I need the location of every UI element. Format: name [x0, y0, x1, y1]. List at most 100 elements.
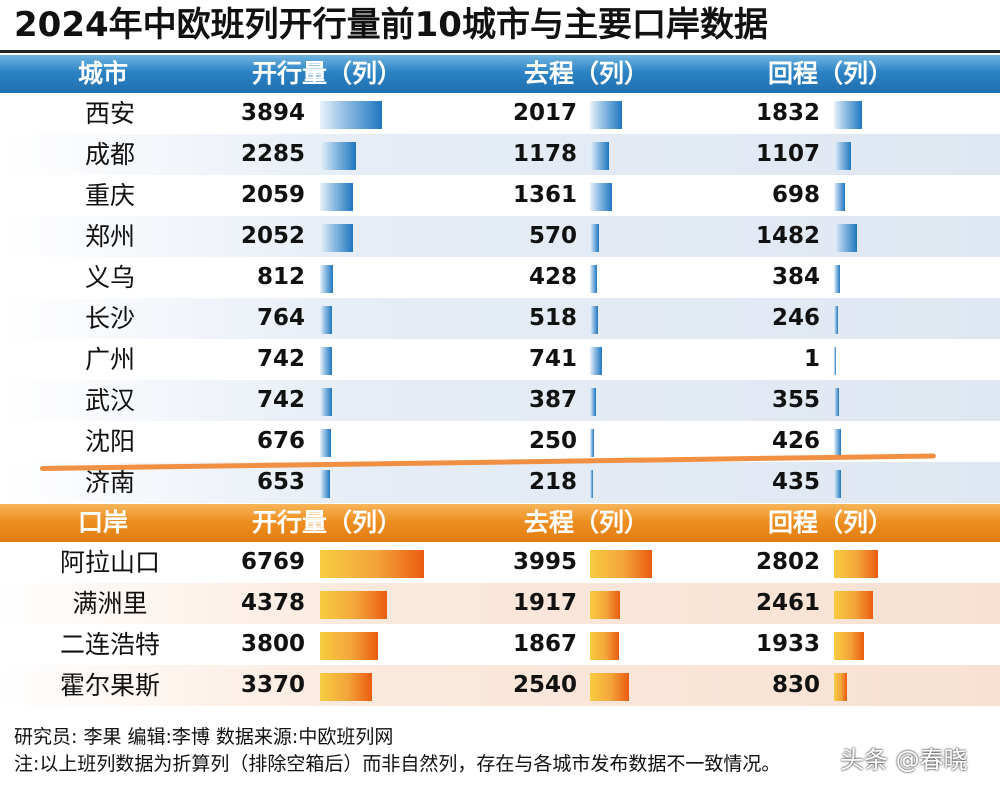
value-total: 3894	[240, 100, 305, 126]
value-out: 1178	[512, 141, 577, 167]
bar-total	[320, 101, 382, 129]
row-name: 成都	[84, 140, 135, 169]
bar-out	[590, 265, 597, 293]
value-total: 6769	[240, 549, 305, 575]
bar-total	[320, 388, 332, 416]
bar-out	[590, 550, 652, 578]
table-row: 成都 2285 1178 1107	[0, 134, 1000, 175]
bar-total	[320, 306, 333, 334]
value-out: 2540	[512, 672, 577, 698]
value-back: 246	[771, 305, 820, 331]
value-back: 1	[803, 346, 820, 372]
table-row: 郑州 2052 570 1482	[0, 216, 1000, 257]
city-header-total: 开行量（列）	[252, 59, 403, 88]
row-name: 武汉	[84, 386, 135, 415]
row-name: 济南	[84, 468, 135, 497]
bar-total	[320, 429, 331, 457]
row-name: 沈阳	[84, 427, 135, 456]
port-header-back: 回程（列）	[768, 508, 894, 537]
note-text: 注:以上班列数据为折算列（排除空箱后）而非自然列，存在与各城市发布数据不一致情况…	[14, 753, 781, 775]
value-total: 742	[256, 387, 305, 413]
bar-back	[834, 388, 840, 416]
value-back: 1482	[755, 223, 820, 249]
bar-back	[834, 306, 838, 334]
value-out: 518	[528, 305, 577, 331]
row-name: 广州	[84, 345, 135, 374]
bar-total	[320, 673, 372, 701]
credits-text: 研究员: 李果 编辑:李博 数据来源:中欧班列网	[14, 726, 394, 748]
bar-total	[320, 632, 379, 660]
value-out: 387	[528, 387, 577, 413]
row-name: 霍尔果斯	[59, 671, 160, 700]
table-row: 阿拉山口 6769 3995 2802	[0, 542, 1000, 583]
value-back: 1832	[755, 100, 820, 126]
value-out: 3995	[512, 549, 577, 575]
bar-total	[320, 470, 331, 498]
port-header-label: 口岸	[78, 508, 129, 537]
bar-total	[320, 183, 353, 211]
bar-total	[320, 550, 424, 578]
bar-total	[320, 591, 388, 619]
value-out: 250	[528, 428, 577, 454]
bar-out	[590, 101, 622, 129]
value-total: 2059	[240, 182, 305, 208]
table-row: 满洲里 4378 1917 2461	[0, 583, 1000, 624]
port-header-row: 口岸 开行量（列） 去程（列） 回程（列）	[0, 504, 1000, 542]
row-name: 郑州	[84, 222, 135, 251]
value-back: 698	[771, 182, 820, 208]
row-name: 二连浩特	[59, 630, 160, 659]
bar-out	[590, 183, 612, 211]
city-header-label: 城市	[78, 59, 129, 88]
bar-back	[834, 265, 840, 293]
value-back: 2461	[755, 590, 820, 616]
value-total: 764	[256, 305, 305, 331]
table-row: 长沙 764 518 246	[0, 298, 1000, 339]
value-total: 2285	[240, 141, 305, 167]
value-back: 830	[771, 672, 820, 698]
value-back: 1933	[755, 631, 820, 657]
bar-total	[320, 265, 333, 293]
bar-out	[590, 429, 594, 457]
row-name: 义乌	[84, 263, 135, 292]
bar-out	[590, 224, 600, 252]
value-out: 741	[528, 346, 577, 372]
row-name: 重庆	[84, 181, 135, 210]
bar-back	[834, 429, 841, 457]
table-row: 义乌 812 428 384	[0, 257, 1000, 298]
bar-out	[590, 142, 609, 170]
table-row: 西安 3894 2017 1832	[0, 93, 1000, 134]
port-header-total: 开行量（列）	[252, 508, 403, 537]
title-divider	[0, 50, 1000, 53]
bar-back	[834, 347, 836, 375]
value-total: 742	[256, 346, 305, 372]
value-back: 355	[771, 387, 820, 413]
value-back: 384	[771, 264, 820, 290]
bar-out	[590, 591, 620, 619]
value-out: 1867	[512, 631, 577, 657]
value-out: 1917	[512, 590, 577, 616]
value-back: 1107	[755, 141, 820, 167]
table-row: 二连浩特 3800 1867 1933	[0, 624, 1000, 665]
bar-back	[834, 183, 845, 211]
port-header-out: 去程（列）	[524, 508, 650, 537]
bar-back	[834, 224, 857, 252]
bar-back	[834, 101, 862, 129]
bar-out	[590, 347, 602, 375]
city-header-back: 回程（列）	[768, 59, 894, 88]
table-row: 沈阳 676 250 426	[0, 421, 1000, 462]
row-name: 长沙	[84, 304, 135, 333]
table-row: 广州 742 741 1	[0, 339, 1000, 380]
bar-total	[320, 142, 357, 170]
value-total: 812	[256, 264, 305, 290]
bar-out	[590, 470, 594, 498]
row-name: 满洲里	[72, 589, 148, 618]
row-name: 阿拉山口	[59, 548, 160, 577]
page-title: 2024年中欧班列开行量前10城市与主要口岸数据	[14, 5, 768, 45]
value-out: 428	[528, 264, 577, 290]
value-back: 2802	[755, 549, 820, 575]
watermark: 头条 @春晓	[840, 746, 968, 774]
bar-back	[834, 142, 851, 170]
bar-back	[834, 632, 865, 660]
row-name: 西安	[84, 99, 135, 128]
bar-total	[320, 347, 332, 375]
